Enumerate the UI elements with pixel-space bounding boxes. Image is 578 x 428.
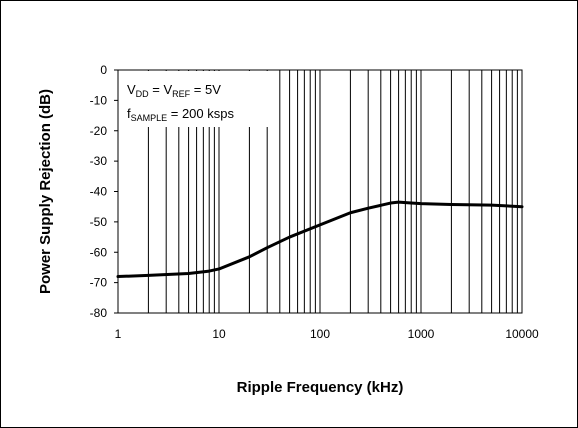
x-tick-label: 1000 [408, 327, 435, 341]
tick-labels: 0 -10 -20 -30 -40 -50 -60 -70 -80 1 10 100 1000 10000 [90, 63, 539, 341]
x-tick-label: 1 [115, 327, 122, 341]
series [116, 200, 524, 279]
y-axis-label: Power Supply Rejection (dB) [37, 89, 54, 294]
y-tick-label: -10 [90, 93, 108, 107]
x-tick-label: 10 [212, 327, 226, 341]
y-tick-label: -80 [90, 306, 108, 320]
y-tick-label: -20 [90, 124, 108, 138]
y-tick-label: -50 [90, 215, 108, 229]
y-tick-label: -40 [90, 185, 108, 199]
y-tick-label: -30 [90, 154, 108, 168]
annotation-line-1: VDD = VREF = 5V [127, 82, 221, 99]
annotation-line-2: fSAMPLE = 200 ksps [127, 106, 234, 123]
annotation-background [119, 71, 271, 127]
x-axis-label: Ripple Frequency (kHz) [237, 379, 404, 396]
x-tick-label: 10000 [505, 327, 539, 341]
x-tick-label: 100 [310, 327, 330, 341]
y-tick-label: -70 [90, 276, 108, 290]
series-line-0 [116, 200, 524, 279]
annotation-box: VDD = VREF = 5V fSAMPLE = 200 ksps [119, 71, 271, 127]
y-tick-label: -60 [90, 245, 108, 259]
y-tick-label: 0 [100, 63, 107, 77]
